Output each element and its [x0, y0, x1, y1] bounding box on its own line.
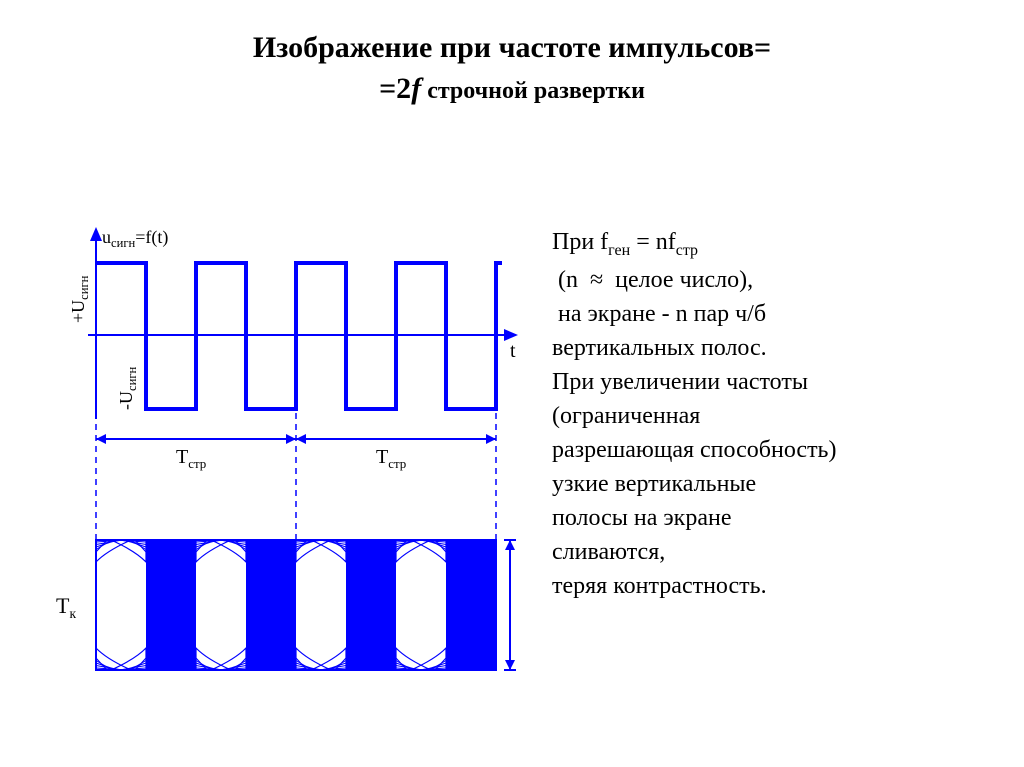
title-line2-prefix: =2: [379, 72, 411, 105]
svg-text:-Uсигн: -Uсигн: [116, 367, 139, 410]
svg-text:Tк: Tк: [56, 593, 76, 621]
page-title: Изображение при частоте импульсов= =2f с…: [0, 28, 1024, 109]
svg-text:uсигн=f(t): uсигн=f(t): [102, 227, 168, 250]
title-line2-f: f: [411, 72, 421, 105]
svg-text:Tстр: Tстр: [376, 446, 406, 471]
svg-text:Tстр: Tстр: [176, 446, 206, 471]
svg-text:t: t: [510, 340, 516, 362]
diagram-area: uсигн=f(t) t +Uсигн -Uсигн Tстр Tстр Tк: [38, 225, 518, 685]
svg-text:+Uсигн: +Uсигн: [68, 275, 91, 323]
explanation-text: При fген = nfстр (n ≈ целое число), на э…: [552, 225, 1022, 603]
diagram-svg: uсигн=f(t) t +Uсигн -Uсигн Tстр Tстр Tк: [38, 225, 518, 685]
title-line1: Изображение при частоте импульсов=: [253, 31, 771, 64]
title-line2-suffix: строчной развертки: [421, 78, 645, 104]
